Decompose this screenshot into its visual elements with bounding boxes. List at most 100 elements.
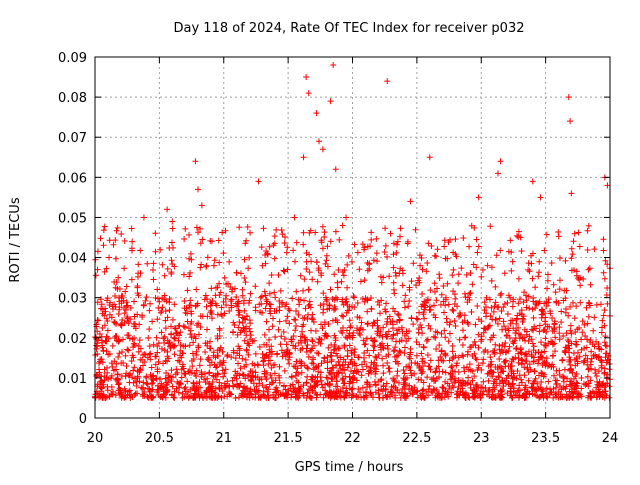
data-point xyxy=(119,336,126,343)
data-point xyxy=(184,287,191,294)
data-point xyxy=(530,298,537,305)
data-point xyxy=(572,382,579,389)
data-point xyxy=(424,351,431,358)
data-point xyxy=(538,314,545,321)
data-point xyxy=(571,230,578,237)
data-point xyxy=(450,288,457,295)
data-point xyxy=(358,361,365,368)
data-point xyxy=(256,393,263,400)
data-point xyxy=(391,377,398,384)
data-point xyxy=(304,316,311,323)
data-point xyxy=(485,323,492,330)
data-point xyxy=(526,305,533,312)
data-point xyxy=(196,378,203,385)
data-point xyxy=(99,394,106,401)
data-point xyxy=(335,267,342,274)
data-point xyxy=(500,383,507,390)
data-point xyxy=(134,282,141,289)
data-point xyxy=(240,300,247,307)
data-point xyxy=(351,304,358,311)
data-point xyxy=(552,348,559,355)
data-point xyxy=(186,342,193,349)
data-point xyxy=(367,295,374,302)
data-point xyxy=(482,347,489,354)
data-point xyxy=(302,305,309,312)
data-point xyxy=(328,353,335,360)
data-point xyxy=(306,269,313,276)
data-point xyxy=(446,330,453,337)
data-point xyxy=(272,394,279,401)
data-point xyxy=(380,394,387,401)
data-point xyxy=(354,368,361,375)
data-point xyxy=(585,222,592,229)
data-point xyxy=(171,351,178,358)
data-point xyxy=(436,275,443,282)
data-point xyxy=(349,360,356,367)
data-point xyxy=(516,392,523,399)
data-point xyxy=(483,294,490,301)
data-point xyxy=(361,350,368,357)
data-point xyxy=(162,394,169,401)
data-point xyxy=(575,229,582,236)
data-point xyxy=(314,278,321,285)
data-point xyxy=(393,327,400,334)
data-point xyxy=(492,316,499,323)
data-point xyxy=(175,337,182,344)
data-point xyxy=(271,370,278,377)
data-point xyxy=(529,306,536,313)
data-point xyxy=(167,323,174,330)
data-point xyxy=(590,327,597,334)
data-point xyxy=(249,360,256,367)
data-point xyxy=(268,364,275,371)
data-point xyxy=(144,393,151,400)
data-point xyxy=(239,391,246,398)
data-point xyxy=(112,333,119,340)
data-point xyxy=(317,374,324,381)
data-point xyxy=(359,366,366,373)
data-point xyxy=(475,344,482,351)
data-point xyxy=(509,355,516,362)
data-point xyxy=(174,329,181,336)
data-point xyxy=(364,243,371,250)
data-point xyxy=(465,379,472,386)
data-point xyxy=(363,335,370,342)
data-point xyxy=(160,360,167,367)
data-point xyxy=(459,382,466,389)
data-point xyxy=(510,340,517,347)
data-point xyxy=(249,338,256,345)
data-point xyxy=(407,349,414,356)
data-point xyxy=(445,338,452,345)
data-point xyxy=(267,301,274,308)
data-point xyxy=(488,264,495,271)
data-point xyxy=(209,387,216,394)
data-point xyxy=(431,302,438,309)
data-point xyxy=(286,350,293,357)
data-point xyxy=(413,388,420,395)
data-point xyxy=(304,389,311,396)
data-point xyxy=(313,259,320,266)
data-point xyxy=(143,373,150,380)
data-point xyxy=(447,370,454,377)
data-point xyxy=(117,321,124,328)
data-point xyxy=(491,351,498,358)
data-point-high xyxy=(303,74,310,81)
data-point xyxy=(340,313,347,320)
data-point xyxy=(131,375,138,382)
data-point xyxy=(598,346,605,353)
data-point xyxy=(472,382,479,389)
data-point xyxy=(114,224,121,231)
data-point xyxy=(181,298,188,305)
data-point-high xyxy=(426,154,433,161)
data-point-high xyxy=(568,190,575,197)
data-point xyxy=(456,336,463,343)
data-point xyxy=(505,327,512,334)
data-point xyxy=(394,386,401,393)
data-point xyxy=(465,374,472,381)
data-point xyxy=(109,342,116,349)
data-point xyxy=(450,354,457,361)
data-point xyxy=(532,386,539,393)
data-point xyxy=(295,296,302,303)
data-point xyxy=(121,265,128,272)
data-point xyxy=(116,306,123,313)
data-point xyxy=(196,362,203,369)
